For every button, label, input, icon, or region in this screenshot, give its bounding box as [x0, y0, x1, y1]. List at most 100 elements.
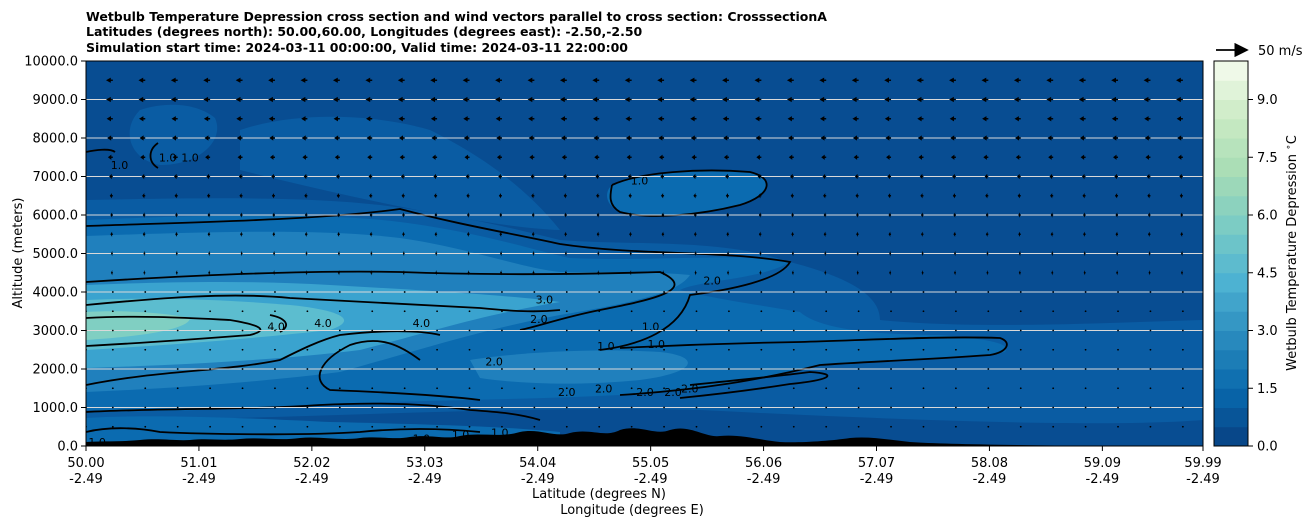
wind-vector	[598, 291, 601, 293]
wind-vector	[987, 387, 990, 390]
wind-vector	[824, 250, 827, 257]
wind-vector	[207, 212, 211, 218]
wind-vector	[1052, 329, 1055, 332]
wind-vector	[241, 348, 244, 351]
wind-vector	[371, 291, 374, 293]
wind-vector	[728, 387, 730, 390]
wind-vector	[922, 348, 925, 351]
colorbar-band	[1214, 253, 1248, 274]
wind-vector	[430, 77, 438, 83]
wind-vector	[268, 116, 275, 122]
colorbar-ticks: 0.0 1.5 3.0 4.5 6.0 7.5 9.0	[1248, 93, 1278, 455]
wind-vector	[791, 270, 794, 276]
fill-upper-cell	[607, 170, 767, 216]
wind-vector	[207, 231, 211, 237]
wind-vector	[1084, 348, 1087, 351]
contour-label: 2.0	[703, 274, 721, 287]
wind-vector	[592, 96, 600, 103]
wind-vector	[628, 193, 632, 199]
wind-vector	[954, 310, 957, 313]
wind-vector	[790, 173, 794, 180]
wind-vector	[922, 329, 925, 332]
wind-vector	[337, 270, 340, 276]
wind-vector	[792, 406, 795, 409]
colorbar-band	[1214, 157, 1248, 177]
wind-vector	[950, 154, 956, 160]
wind-vector	[402, 231, 405, 237]
wind-vector	[533, 329, 536, 332]
wind-vector	[1181, 348, 1184, 351]
wind-vector	[1143, 96, 1151, 103]
wind-vector	[756, 154, 762, 160]
wind-vector	[462, 77, 470, 83]
wind-vector	[268, 77, 275, 83]
wind-vector	[306, 368, 309, 370]
wind-vector	[432, 154, 438, 160]
wind-vector	[303, 173, 308, 180]
wind-vector	[366, 116, 373, 122]
wind-vector	[241, 310, 244, 313]
wind-vector	[760, 406, 763, 409]
wind-vector	[176, 387, 179, 390]
wind-vector	[209, 291, 212, 293]
wind-vector	[983, 154, 989, 160]
wind-vector	[1181, 250, 1183, 257]
wind-vector	[369, 193, 373, 199]
wind-vector	[625, 116, 632, 122]
wind-vector	[596, 193, 600, 199]
wind-vector	[786, 96, 794, 103]
wind-vector	[1018, 212, 1021, 218]
wind-vector	[371, 406, 374, 409]
wind-vector	[1117, 329, 1119, 332]
wind-vector	[565, 310, 568, 313]
wind-vector	[1176, 77, 1183, 83]
wind-vector	[532, 270, 535, 276]
wind-vector	[464, 154, 470, 160]
x-tick-label-lon: -2.49	[295, 472, 329, 487]
wind-vector	[111, 387, 114, 390]
contour-line-two-right	[679, 371, 829, 399]
wind-vector	[336, 173, 340, 180]
x-tick-label-lon: -2.49	[69, 472, 103, 487]
wind-vector	[822, 173, 827, 180]
wind-vector	[1180, 212, 1183, 218]
wind-vector	[235, 96, 243, 103]
wind-vector	[624, 96, 632, 103]
wind-vector	[981, 96, 989, 103]
contour-label: 3.0	[536, 294, 554, 307]
wind-vector	[170, 96, 178, 103]
wind-vector	[144, 329, 147, 332]
wind-vector	[1149, 368, 1152, 370]
wind-vector	[984, 173, 989, 180]
wind-vector	[1117, 406, 1119, 409]
wind-vector	[661, 212, 665, 218]
wind-vector	[1049, 173, 1054, 180]
wind-vector	[436, 329, 438, 332]
colorbar-band	[1214, 99, 1248, 120]
wind-vector	[527, 96, 535, 103]
wind-vector	[495, 96, 502, 103]
y-tick-label: 1000.0	[33, 401, 79, 416]
wind-vector	[987, 291, 990, 293]
wind-vector	[371, 310, 374, 313]
wind-vector	[301, 116, 308, 122]
wind-vector	[598, 348, 601, 351]
wind-vector	[1019, 406, 1022, 409]
wind-vector	[658, 135, 665, 141]
wind-vector	[920, 231, 924, 237]
wind-vector	[759, 270, 762, 276]
wind-vector	[1177, 154, 1183, 160]
wind-vector	[598, 406, 601, 409]
wind-vector	[985, 231, 989, 237]
wind-vector	[462, 96, 470, 103]
wind-vector	[663, 348, 665, 351]
wind-vector	[1176, 116, 1183, 122]
contour-label: 2.0	[558, 386, 576, 399]
y-tick-label: 7000.0	[33, 170, 79, 185]
wind-vector	[694, 212, 697, 218]
wind-vector	[1084, 310, 1087, 313]
wind-vector	[819, 116, 827, 122]
wind-vector	[728, 406, 730, 409]
colorbar-band	[1214, 176, 1248, 197]
wind-vector	[1116, 270, 1119, 276]
